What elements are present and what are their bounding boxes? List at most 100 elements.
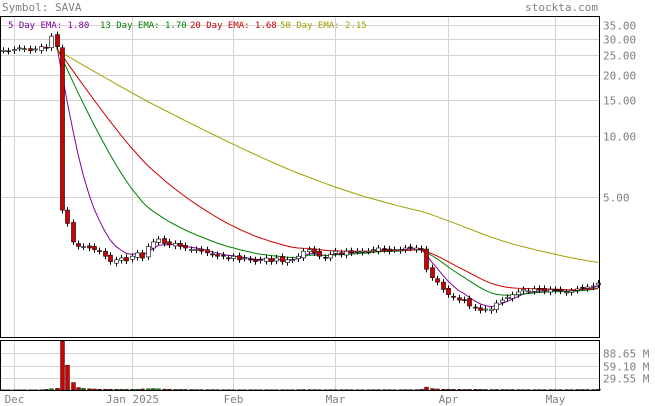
candle [183,242,188,252]
candle [430,264,435,281]
candle [114,256,119,267]
candle [92,243,97,253]
candle [339,249,344,258]
candle [65,207,70,227]
candle [39,43,44,54]
y-tick-label: 30.00 [603,34,636,47]
candle [1,47,6,54]
volume-bar [130,389,135,391]
volume-bar [462,389,467,391]
candle [135,249,140,261]
legend-entry: 13 Day EMA: 1.70 [100,21,187,31]
volume-bar [446,389,451,391]
candle [301,248,306,261]
volume-bar [92,388,97,391]
candle [189,246,194,253]
volume-bar [435,388,440,391]
volume-bar [451,389,456,391]
candle [156,235,161,246]
candle [457,294,462,304]
candle [408,243,413,252]
candle [548,286,553,296]
candle [60,44,65,214]
candle [269,255,274,265]
candle [285,256,290,266]
candle [483,306,488,313]
candle [87,242,92,252]
brand-label: stockta.com [525,1,598,14]
y-tick-label: 25.00 [603,50,636,63]
volume-bar [156,388,161,391]
volume-bar [65,364,70,391]
volume-bar [424,386,429,391]
volume-bar [548,389,553,391]
volume-tick-label: 88.65 M [603,348,650,361]
volume-bar [478,389,483,391]
volume-panel-frame [0,340,600,391]
volume-bar [119,389,124,391]
volume-bar [467,389,472,391]
candle [231,253,236,262]
candle [274,254,279,265]
y-tick-label: 35.00 [603,20,636,33]
candle [130,253,135,263]
candle [441,279,446,293]
volume-bar [151,388,156,391]
volume-bar [585,389,590,391]
candle [537,285,542,294]
candle [333,248,338,257]
candle [585,283,590,292]
candle [71,219,76,246]
volume-bar [505,389,510,391]
volume-bar [473,389,478,391]
candle [344,248,349,259]
candle [451,293,456,301]
candle [575,285,580,294]
candle [97,247,102,255]
candle [290,256,295,263]
candle [462,296,467,304]
price-panel-frame [0,16,600,338]
volume-bar [489,389,494,391]
volume-bar [55,388,60,391]
x-tick-label: Mar [326,393,346,406]
candle [317,248,322,260]
candle [355,248,360,255]
candle [435,275,440,286]
candle [591,282,596,291]
candle [500,297,505,306]
candle [76,240,81,250]
volume-bar [457,389,462,391]
candle [215,251,220,260]
volume-bar [76,387,81,391]
candle [221,252,226,260]
candle [205,246,210,256]
candle [473,304,478,311]
candle [162,235,167,247]
volume-bar [500,389,505,391]
candle [81,243,86,251]
candle [564,288,569,296]
volume-bar [441,388,446,391]
volume-bar [494,389,499,391]
volume-bar [71,382,76,391]
volume-bar [419,389,424,391]
candle [349,247,354,256]
candle [226,254,231,262]
volume-bar [194,389,199,391]
volume-bar [44,389,49,391]
candle [516,288,521,298]
candle [167,238,172,249]
y-tick-label: 15.00 [603,95,636,108]
volume-bar [97,388,102,391]
volume-bar [301,389,306,391]
candle [178,240,183,250]
volume-bar [103,388,108,391]
candle [312,246,317,256]
volume-bar [49,388,54,391]
volume-bar [140,388,145,391]
volume-bar [173,389,178,391]
x-tick-label: May [546,393,566,406]
volume-bar [87,388,92,391]
volume-bar [178,389,183,391]
